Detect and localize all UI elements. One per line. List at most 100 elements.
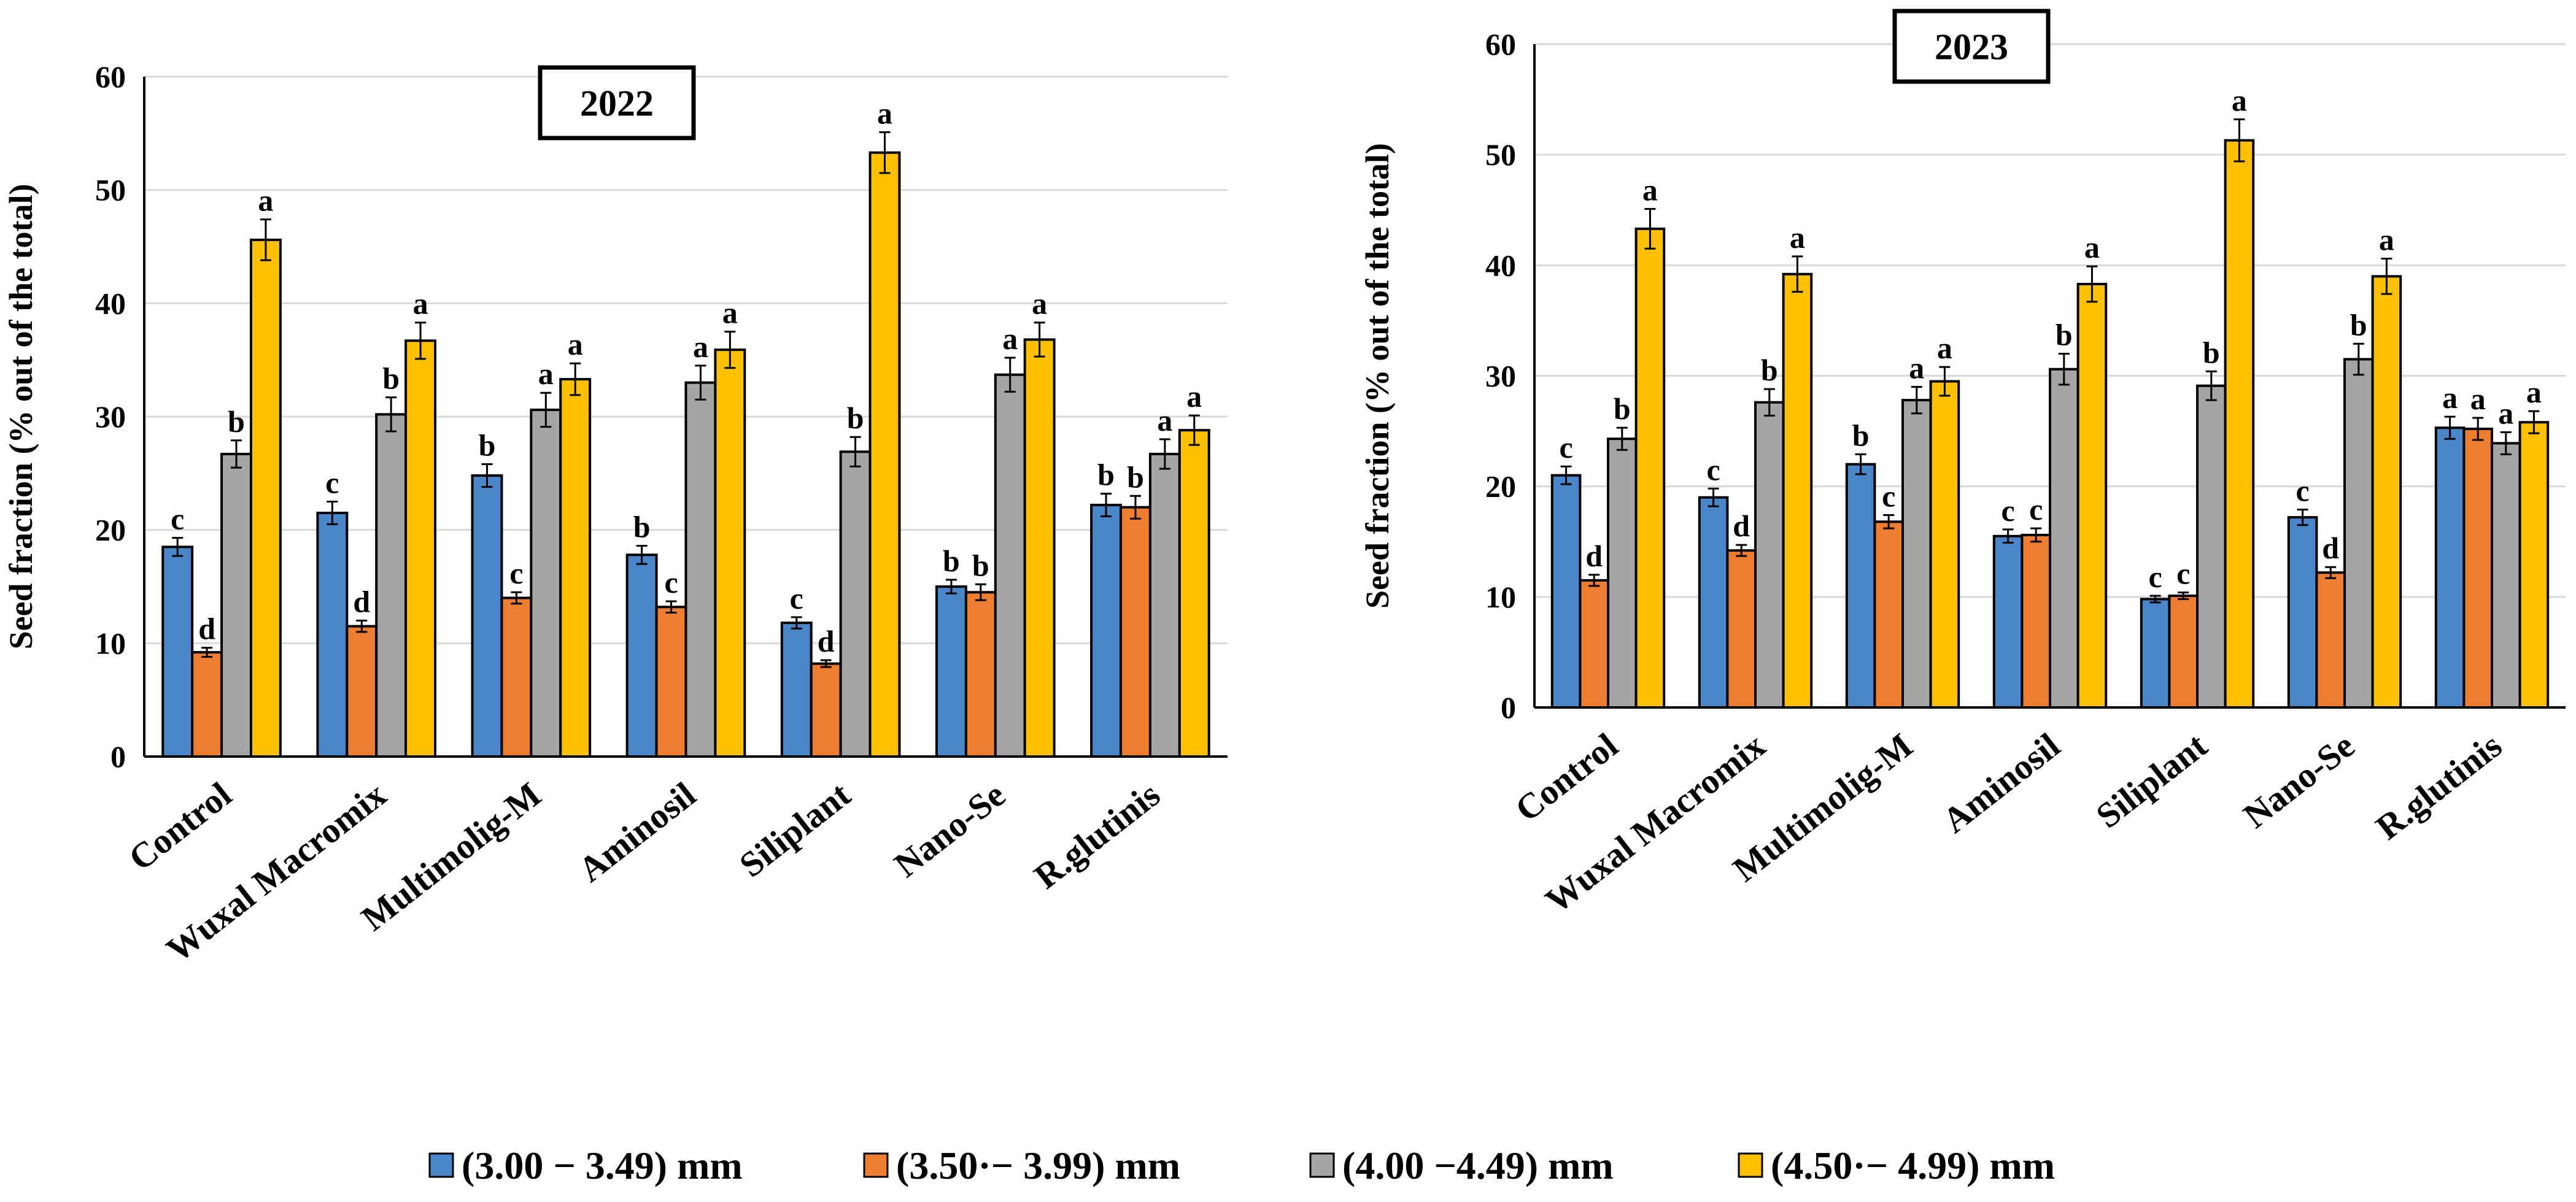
error-bar [2149, 595, 2161, 604]
bar-multimolig-m-series-2 [1873, 520, 1904, 709]
significance-letter: b [1852, 418, 1870, 452]
error-bar [2205, 370, 2217, 401]
error-bar [2234, 118, 2245, 163]
panel-title-frame [538, 65, 696, 141]
bar-nano-se-series-1 [2287, 516, 2318, 709]
y-tick-label: 20 [1485, 469, 1516, 504]
category-label: Nano-Se [887, 774, 1013, 885]
error-bar [695, 364, 706, 401]
significance-letter: a [1157, 403, 1172, 437]
panel-title-box: 2022 [538, 65, 696, 141]
significance-letter: c [664, 565, 678, 599]
bar-wuxal-macromix-series-4 [404, 339, 437, 758]
significance-letter: c [790, 581, 803, 615]
bar-aminosil-series-1 [1992, 534, 2024, 709]
bar-wuxal-macromix-series-1 [316, 511, 349, 758]
legend-swatch [1738, 1152, 1763, 1178]
y-tick-label: 50 [1485, 137, 1516, 172]
bar-siliplant-series-2 [2168, 595, 2199, 709]
error-bar [2500, 431, 2512, 455]
error-bar [172, 537, 184, 557]
bar-wuxal-macromix-series-2 [346, 625, 378, 758]
bar-multimolig-m-series-1 [1845, 463, 1876, 709]
bar-r-glutinis-series-2 [2462, 427, 2493, 709]
bar-nano-se-series-3 [2343, 358, 2374, 709]
y-tick-label: 50 [95, 173, 126, 207]
bar-control-series-3 [220, 452, 252, 758]
panel-title: 2022 [580, 83, 654, 124]
significance-letter: a [1186, 379, 1202, 414]
error-bar [2472, 417, 2484, 441]
legend-label: (3.50·− 3.99) mm [896, 1144, 1180, 1187]
error-bar [260, 218, 271, 261]
y-tick-label: 40 [95, 286, 126, 320]
legend-swatch [1309, 1152, 1335, 1178]
significance-letter: d [818, 624, 835, 658]
bar-aminosil-series-4 [2076, 282, 2108, 709]
legend-swatch [428, 1152, 454, 1178]
y-tick-label: 60 [1485, 27, 1516, 61]
significance-letter: c [2296, 474, 2309, 508]
error-bar [1911, 386, 1922, 415]
error-bar [2058, 352, 2070, 386]
significance-letter: d [1733, 509, 1750, 543]
significance-letter: b [2056, 317, 2073, 352]
bar-wuxal-macromix-series-3 [1754, 401, 1785, 709]
bar-control-series-3 [1607, 437, 1638, 709]
error-bar [1792, 255, 1803, 293]
significance-letter: a [1937, 331, 1952, 365]
category-label: Control [1507, 725, 1625, 830]
significance-letter: d [1585, 539, 1603, 573]
bar-r-glutinis-series-2 [1120, 506, 1151, 758]
bar-r-glutinis-series-1 [2434, 426, 2466, 709]
error-bar [481, 463, 493, 488]
significance-letter: d [353, 584, 370, 618]
panel-title-frame [1892, 9, 2051, 84]
significance-letter: a [693, 329, 708, 364]
y-tick-label: 30 [95, 399, 126, 434]
significance-letter: a [1032, 287, 1047, 321]
significance-letter: c [1559, 430, 1572, 464]
error-bar [791, 616, 802, 630]
error-bar [665, 600, 677, 614]
panel-title-box: 2023 [1892, 9, 2051, 84]
bar-siliplant-series-2 [810, 662, 842, 758]
bar-nano-se-series-1 [935, 585, 967, 758]
bar-wuxal-macromix-series-3 [375, 413, 408, 758]
bar-wuxal-macromix-series-4 [1782, 272, 1813, 709]
bar-r-glutinis-series-1 [1090, 504, 1123, 758]
category-label: Control [122, 774, 239, 879]
error-bar [636, 545, 648, 565]
significance-letter: a [2084, 230, 2100, 264]
bar-nano-se-series-2 [964, 591, 997, 758]
significance-letter: b [2203, 335, 2220, 369]
error-bar [849, 436, 861, 468]
significance-letter: a [1909, 351, 1924, 385]
significance-letter: c [2029, 492, 2043, 526]
error-bar [724, 331, 736, 369]
significance-letter: a [2526, 375, 2542, 409]
error-bar [231, 439, 242, 469]
bar-control-series-2 [191, 651, 223, 758]
bar-control-series-2 [1579, 579, 1609, 709]
significance-letter: a [1642, 172, 1658, 207]
error-bar [2086, 265, 2098, 303]
error-bar [820, 659, 832, 668]
significance-letter: b [1761, 353, 1778, 387]
category-label: Aminosil [571, 774, 703, 890]
significance-letter: a [2498, 396, 2513, 430]
error-bar [1736, 544, 1747, 557]
bar-control-series-1 [1550, 474, 1582, 709]
significance-letter: a [413, 287, 428, 321]
error-bar [1763, 388, 1775, 417]
legend-swatch [863, 1152, 889, 1178]
error-bar [1004, 356, 1016, 393]
error-bar [1855, 453, 1866, 476]
bar-nano-se-series-4 [2371, 275, 2402, 709]
bar-multimolig-m-series-3 [530, 408, 562, 758]
error-bar [1616, 426, 1628, 451]
significance-letter: c [2001, 493, 2014, 528]
significance-letter: a [568, 327, 583, 361]
error-bar [2353, 342, 2364, 376]
